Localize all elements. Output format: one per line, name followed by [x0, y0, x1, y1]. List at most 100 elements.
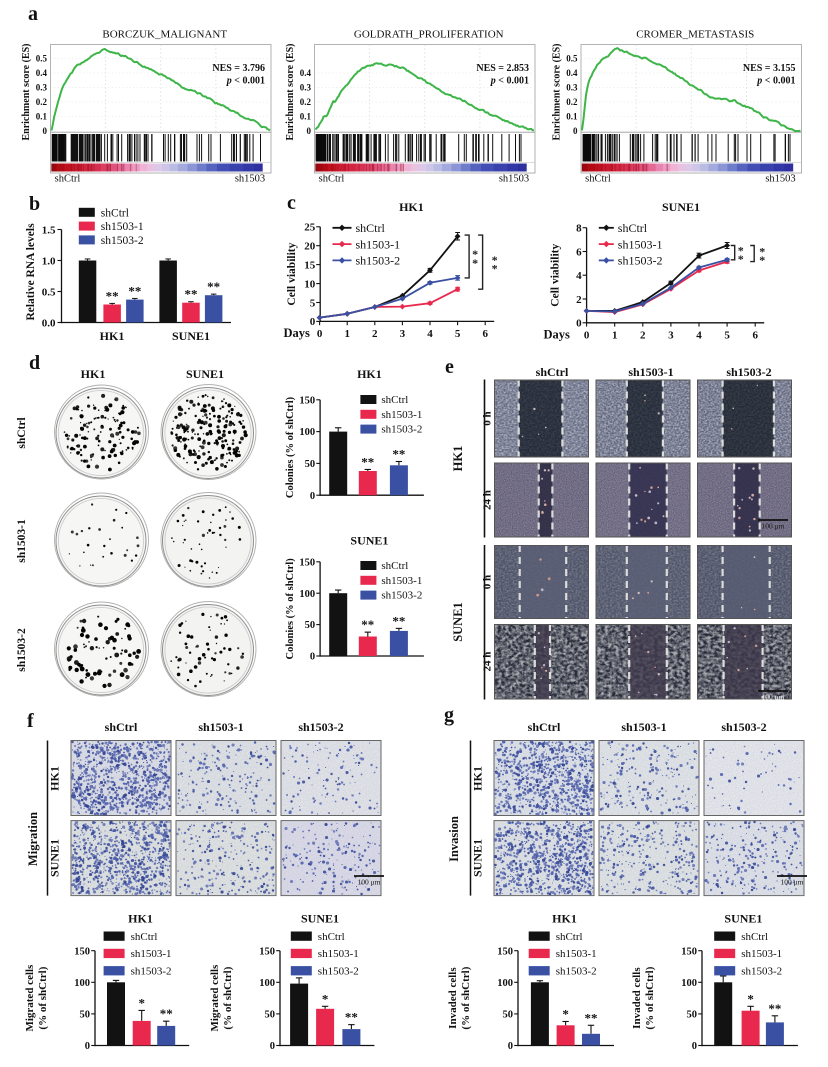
svg-text:SUNE1: SUNE1 — [301, 912, 339, 926]
svg-text:10: 10 — [304, 278, 316, 290]
svg-text:sh1503-2: sh1503-2 — [555, 965, 596, 977]
svg-text:3: 3 — [668, 329, 674, 341]
svg-text:4: 4 — [696, 329, 702, 341]
svg-text:100: 100 — [259, 978, 275, 989]
svg-text:SUNE1: SUNE1 — [662, 200, 700, 214]
svg-text:SUNE1: SUNE1 — [172, 329, 210, 343]
svg-text:sh1503-1: sh1503-1 — [381, 575, 422, 587]
svg-text:**: ** — [345, 1010, 358, 1025]
svg-text:HK1: HK1 — [451, 446, 465, 472]
svg-text:Enrichment score (ES): Enrichment score (ES) — [21, 43, 32, 140]
svg-text:HK1: HK1 — [357, 367, 382, 381]
svg-text:(% of shCtrl): (% of shCtrl) — [460, 966, 472, 1029]
svg-text:0: 0 — [43, 126, 48, 136]
svg-text:150: 150 — [259, 946, 275, 957]
svg-text:5: 5 — [310, 297, 316, 309]
svg-text:*: * — [738, 252, 744, 266]
svg-text:50: 50 — [686, 1010, 697, 1021]
svg-text:shCtrl: shCtrl — [55, 174, 81, 185]
svg-text:Colonies (% of shCtrl): Colonies (% of shCtrl) — [285, 396, 296, 498]
svg-text:NES = 3.796: NES = 3.796 — [212, 63, 265, 74]
svg-text:0.4: 0.4 — [300, 68, 312, 78]
svg-text:1: 1 — [612, 329, 618, 341]
svg-text:50: 50 — [265, 1010, 276, 1021]
svg-text:0.4: 0.4 — [566, 68, 578, 78]
svg-text:0.1: 0.1 — [300, 112, 312, 122]
svg-text:(% of shCtrl): (% of shCtrl) — [644, 966, 656, 1029]
svg-text:shCtrl: shCtrl — [618, 221, 648, 235]
svg-text:sh1503-1: sh1503-1 — [628, 365, 673, 379]
svg-text:CROMER_METASTASIS: CROMER_METASTASIS — [636, 29, 754, 41]
svg-text:p < 0.001: p < 0.001 — [226, 76, 265, 87]
svg-text:150: 150 — [299, 557, 315, 568]
svg-text:HK1: HK1 — [471, 766, 485, 791]
svg-text:0.2: 0.2 — [566, 97, 578, 107]
svg-text:6: 6 — [752, 329, 758, 341]
svg-text:0.3: 0.3 — [300, 83, 312, 93]
svg-text:Migrated cells: Migrated cells — [24, 964, 36, 1032]
svg-text:Cell viability: Cell viability — [286, 242, 298, 305]
svg-text:sh1503-2: sh1503-2 — [318, 965, 359, 977]
svg-text:Relative RNA levels: Relative RNA levels — [25, 223, 37, 321]
svg-text:*: * — [562, 1007, 569, 1022]
svg-text:HK1: HK1 — [81, 367, 106, 381]
svg-text:2: 2 — [640, 329, 646, 341]
svg-text:Invaded cells: Invaded cells — [631, 967, 643, 1029]
svg-text:Enrichment score (ES): Enrichment score (ES) — [552, 43, 563, 140]
svg-text:sh1503-1: sh1503-1 — [318, 948, 359, 960]
svg-text:150: 150 — [497, 946, 513, 957]
svg-text:5: 5 — [724, 329, 730, 341]
svg-text:sh1503-1: sh1503-1 — [618, 237, 663, 251]
svg-text:100: 100 — [497, 978, 513, 989]
svg-text:**: ** — [128, 283, 141, 298]
svg-text:**: ** — [768, 1001, 781, 1016]
svg-text:sh1503: sh1503 — [235, 174, 265, 185]
svg-text:4: 4 — [427, 328, 433, 340]
svg-text:NES = 2.853: NES = 2.853 — [476, 63, 529, 74]
svg-text:25: 25 — [304, 222, 316, 234]
svg-text:0 h: 0 h — [482, 411, 494, 425]
svg-text:shCtrl: shCtrl — [741, 931, 768, 943]
svg-text:p < 0.001: p < 0.001 — [490, 76, 529, 87]
svg-text:*: * — [492, 253, 498, 267]
svg-text:sh1503-2: sh1503-2 — [131, 965, 172, 977]
svg-text:50: 50 — [305, 459, 316, 470]
svg-text:*: * — [472, 256, 478, 270]
svg-text:*: * — [759, 253, 765, 267]
svg-text:**: ** — [392, 613, 405, 628]
svg-text:100: 100 — [74, 978, 90, 989]
svg-text:sh1503-2: sh1503-2 — [618, 254, 663, 268]
svg-text:shCtrl: shCtrl — [319, 174, 345, 185]
svg-text:BORCZUK_MALIGNANT: BORCZUK_MALIGNANT — [102, 29, 227, 41]
svg-text:0: 0 — [310, 652, 315, 663]
svg-text:Enrichment score (ES): Enrichment score (ES) — [285, 43, 296, 140]
svg-text:0: 0 — [691, 1041, 696, 1052]
svg-text:3: 3 — [400, 328, 406, 340]
svg-text:100 μm: 100 μm — [781, 878, 804, 887]
svg-text:Days: Days — [544, 327, 571, 341]
svg-text:sh1503-2: sh1503-2 — [16, 628, 28, 672]
svg-text:**: ** — [160, 1006, 173, 1021]
svg-text:*: * — [138, 995, 145, 1010]
svg-text:0: 0 — [270, 1041, 275, 1052]
svg-text:100 μm: 100 μm — [358, 878, 381, 887]
svg-text:150: 150 — [681, 946, 697, 957]
svg-text:sh1503-2: sh1503-2 — [101, 235, 144, 247]
svg-text:sh1503-2: sh1503-2 — [381, 424, 422, 436]
svg-text:0.2: 0.2 — [300, 97, 312, 107]
svg-text:0: 0 — [310, 316, 316, 328]
svg-text:shCtrl: shCtrl — [536, 365, 569, 379]
svg-text:50: 50 — [305, 620, 316, 631]
svg-text:0.5: 0.5 — [566, 54, 578, 64]
svg-text:SUNE1: SUNE1 — [350, 534, 388, 548]
svg-text:sh1503-1: sh1503-1 — [381, 409, 422, 421]
svg-text:*: * — [738, 243, 744, 257]
svg-text:shCtrl: shCtrl — [16, 417, 28, 448]
svg-text:*: * — [472, 247, 478, 261]
svg-text:(% of shCtrl): (% of shCtrl) — [37, 966, 49, 1029]
svg-text:Migrated cells: Migrated cells — [209, 964, 221, 1032]
svg-text:p < 0.001: p < 0.001 — [756, 76, 795, 87]
svg-text:shCtrl: shCtrl — [381, 394, 408, 406]
svg-text:SUNE1: SUNE1 — [471, 839, 485, 877]
svg-text:8: 8 — [576, 223, 582, 235]
